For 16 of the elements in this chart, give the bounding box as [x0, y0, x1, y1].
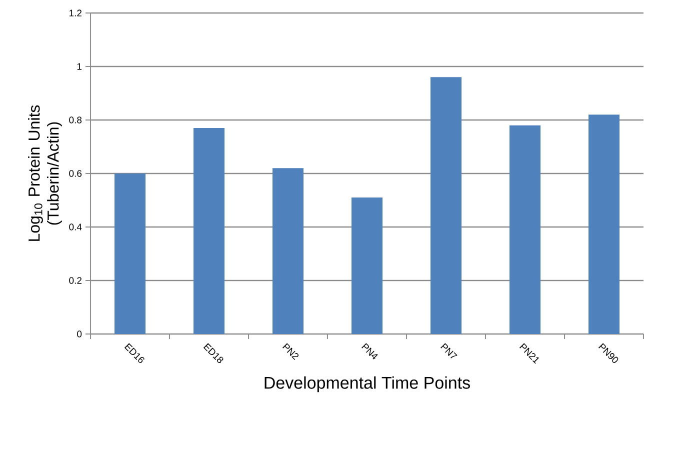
- x-axis-title: Developmental Time Points: [264, 376, 470, 392]
- bar: [194, 128, 225, 334]
- y-tick-label: 0.2: [69, 277, 82, 284]
- bar: [352, 198, 383, 334]
- y-tick-label: 0.8: [69, 116, 82, 124]
- y-tick-label: 0: [77, 330, 82, 338]
- bar: [588, 114, 620, 334]
- x-tick-label: PN7: [440, 343, 458, 358]
- y-tick-label: 1.2: [70, 10, 82, 16]
- y-tick-label: 1: [77, 63, 82, 70]
- bar: [510, 125, 541, 334]
- bar: [272, 168, 304, 334]
- y-tick-label: 0.4: [69, 224, 82, 230]
- bar: [114, 173, 146, 334]
- bar: [430, 77, 462, 334]
- y-tick-label: 0.6: [69, 170, 82, 177]
